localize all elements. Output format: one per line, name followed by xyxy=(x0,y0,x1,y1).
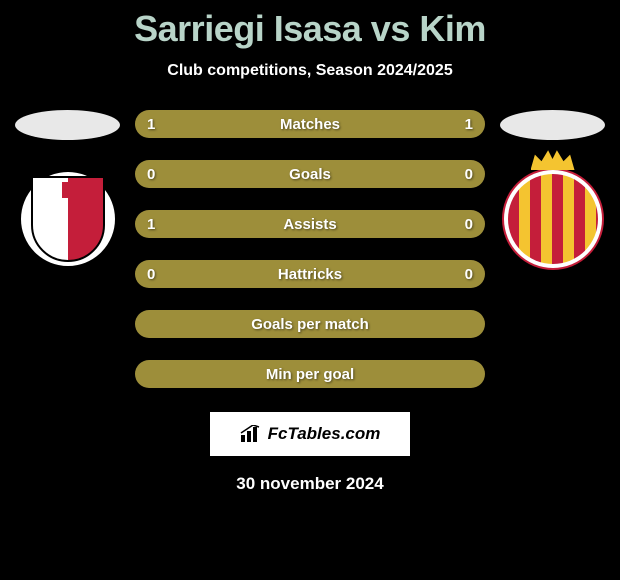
stat-right-value: 0 xyxy=(453,266,473,283)
stat-row-mpg: Min per goal xyxy=(135,360,485,388)
crown-icon xyxy=(531,148,575,170)
stat-label: Goals per match xyxy=(251,316,369,333)
stat-row-gpm: Goals per match xyxy=(135,310,485,338)
stat-label: Assists xyxy=(283,216,336,233)
stat-row-hattricks: 0 Hattricks 0 xyxy=(135,260,485,288)
stat-row-goals: 0 Goals 0 xyxy=(135,160,485,188)
branding-text: FcTables.com xyxy=(268,424,381,444)
stat-right-value: 0 xyxy=(453,166,473,183)
main-container: Sarriegi Isasa vs Kim Club competitions,… xyxy=(0,0,620,580)
stat-left-value: 0 xyxy=(147,166,167,183)
stat-right-value: 0 xyxy=(453,216,473,233)
stat-left-value: 0 xyxy=(147,266,167,283)
branding-box: FcTables.com xyxy=(210,412,411,456)
stat-left-value: 1 xyxy=(147,116,167,133)
page-title: Sarriegi Isasa vs Kim xyxy=(134,8,486,50)
left-crest-shield xyxy=(31,176,105,262)
right-player-column xyxy=(500,110,605,268)
chart-icon xyxy=(240,425,262,443)
right-crest-circle xyxy=(508,174,598,264)
footer-date: 30 november 2024 xyxy=(236,474,383,494)
stat-right-value: 1 xyxy=(453,116,473,133)
right-team-crest xyxy=(504,170,602,268)
subtitle: Club competitions, Season 2024/2025 xyxy=(167,62,452,80)
stat-label: Min per goal xyxy=(266,366,354,383)
stat-row-assists: 1 Assists 0 xyxy=(135,210,485,238)
stat-label: Goals xyxy=(289,166,331,183)
left-team-crest xyxy=(19,170,117,268)
left-ellipse xyxy=(15,110,120,140)
left-player-column xyxy=(15,110,120,268)
stat-label: Matches xyxy=(280,116,340,133)
comparison-area: 1 Matches 1 0 Goals 0 1 Assists 0 0 Hatt… xyxy=(0,110,620,388)
stat-left-value: 1 xyxy=(147,216,167,233)
stats-column: 1 Matches 1 0 Goals 0 1 Assists 0 0 Hatt… xyxy=(135,110,485,388)
stat-row-matches: 1 Matches 1 xyxy=(135,110,485,138)
stat-label: Hattricks xyxy=(278,266,342,283)
right-ellipse xyxy=(500,110,605,140)
